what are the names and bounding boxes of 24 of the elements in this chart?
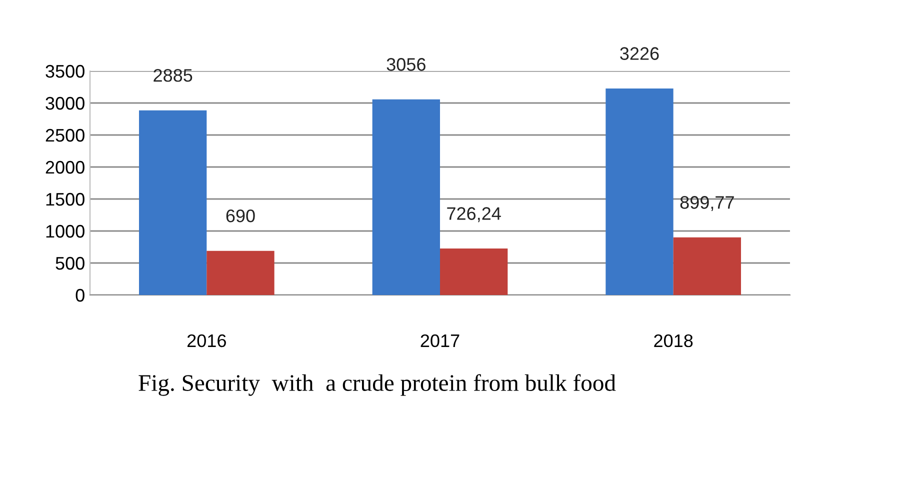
data-label: 3226 [620,47,659,60]
bar [673,237,741,295]
y-tick-label: 2500 [46,128,84,142]
data-label: 899,77 [680,196,734,211]
data-label: 690 [226,209,255,222]
x-tick-label: 2016 [187,334,226,348]
y-tick-label: 2000 [46,160,84,174]
y-tick-label: 0 [76,288,84,302]
bar [139,110,207,295]
y-tick-label: 3500 [46,64,84,78]
bar [440,248,508,295]
data-label: 2885 [154,69,192,82]
data-label: 726,24 [447,207,501,222]
y-tick-label: 500 [56,256,84,270]
bar [606,88,674,295]
bar [372,99,440,295]
bar [206,250,274,295]
x-tick-label: 2018 [654,334,693,348]
x-tick-label: 2017 [420,334,460,348]
data-label: 3056 [386,58,426,71]
y-tick-label: 1500 [46,192,84,206]
text: Fig. Security with a crude protein from bulk food [138,374,616,396]
y-tick-label: 1000 [46,224,84,238]
y-tick-label: 3000 [46,96,84,110]
